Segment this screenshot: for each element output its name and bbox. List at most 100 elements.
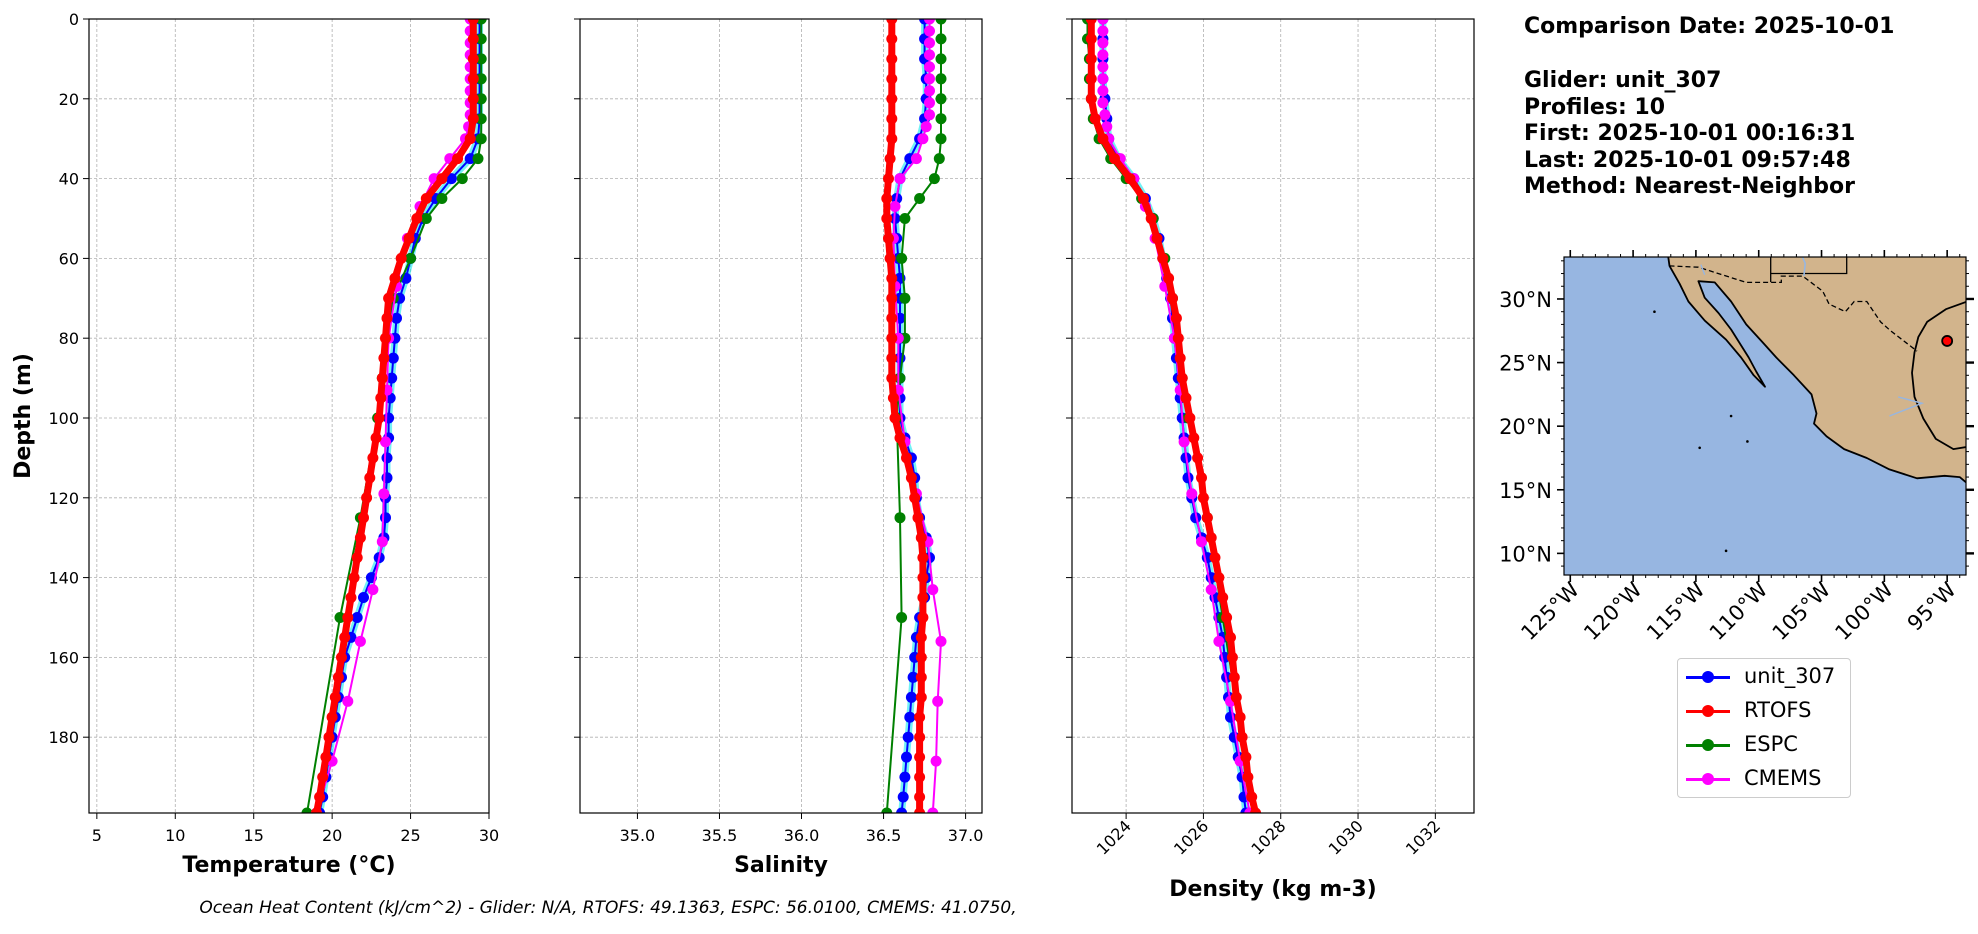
map-features bbox=[1653, 257, 1966, 553]
data-point-cmems bbox=[1099, 109, 1111, 121]
panel-density: 1024 1026 1028 1030 1032 Density (kg m-3) bbox=[1066, 18, 1475, 902]
data-point-cmems bbox=[924, 49, 935, 61]
data-point-cmems bbox=[1097, 85, 1109, 97]
data-point-cmems bbox=[927, 807, 939, 813]
data-point-rtofs bbox=[1124, 173, 1136, 185]
data-point-rtofs bbox=[1250, 807, 1262, 813]
data-point-cmems bbox=[910, 153, 922, 165]
data-point-rtofs bbox=[1217, 592, 1229, 603]
data-point-unit-307 bbox=[904, 711, 916, 723]
data-point-rtofs bbox=[367, 452, 379, 464]
map-lon-label: 115°W bbox=[1642, 577, 1710, 645]
data-point-rtofs bbox=[329, 691, 341, 703]
data-point-rtofs bbox=[884, 252, 896, 264]
y-tick-label: 180 bbox=[48, 728, 79, 747]
data-point-unit-307 bbox=[380, 512, 391, 524]
data-point-rtofs bbox=[370, 432, 382, 444]
legend-item-espc: ESPC bbox=[1678, 730, 1848, 760]
map-lat-label: 30°N bbox=[1499, 288, 1552, 312]
data-point-rtofs bbox=[886, 113, 898, 125]
data-point-rtofs bbox=[1242, 771, 1254, 783]
y-tick-label: 0 bbox=[69, 10, 79, 29]
data-point-rtofs bbox=[915, 651, 927, 663]
data-point-unit-307 bbox=[383, 412, 395, 424]
data-point-unit-307 bbox=[358, 592, 369, 603]
data-point-cmems bbox=[1097, 19, 1109, 25]
data-point-unit-307 bbox=[905, 691, 917, 703]
data-point-cmems bbox=[935, 635, 947, 647]
series-group-temperature bbox=[301, 19, 487, 813]
data-point-rtofs bbox=[1228, 671, 1240, 683]
legend-marker-unit-307 bbox=[1702, 671, 1714, 683]
data-point-espc bbox=[475, 133, 487, 145]
data-point-rtofs bbox=[1089, 113, 1101, 125]
data-point-cmems bbox=[924, 37, 935, 49]
data-point-espc bbox=[899, 292, 911, 304]
data-point-rtofs bbox=[1163, 272, 1175, 284]
island bbox=[1729, 414, 1733, 418]
data-point-rtofs bbox=[380, 332, 391, 344]
map-lon-label: 105°W bbox=[1768, 577, 1836, 645]
data-point-rtofs bbox=[336, 651, 347, 663]
data-point-rtofs bbox=[467, 113, 479, 125]
x-tick-label: 37.0 bbox=[948, 826, 984, 845]
data-point-rtofs bbox=[881, 193, 893, 204]
data-point-rtofs bbox=[1151, 232, 1163, 244]
data-point-unit-307 bbox=[897, 791, 909, 803]
data-point-rtofs bbox=[376, 372, 388, 384]
data-point-rtofs bbox=[1176, 372, 1188, 384]
data-point-cmems bbox=[367, 584, 379, 596]
data-point-rtofs bbox=[403, 232, 415, 244]
data-point-espc bbox=[935, 113, 947, 125]
data-point-rtofs bbox=[884, 153, 896, 165]
data-point-espc bbox=[933, 153, 945, 165]
data-point-rtofs bbox=[1225, 631, 1236, 643]
x-tick-label: 36.5 bbox=[866, 826, 902, 845]
data-point-cmems bbox=[889, 201, 901, 212]
profile-count: Profiles: 10 bbox=[1524, 95, 1666, 120]
data-point-rtofs bbox=[436, 173, 448, 185]
inset-map: 30°N 25°N 20°N 15°N 10°N 125°W120°W115°W110°W… bbox=[1499, 250, 1974, 645]
data-point-cmems bbox=[1097, 73, 1109, 85]
data-point-rtofs bbox=[345, 592, 357, 603]
data-point-rtofs bbox=[915, 671, 927, 683]
panel-salinity: 35.0 35.5 36.0 36.5 37.0 Salinity bbox=[574, 18, 984, 878]
data-point-rtofs bbox=[915, 631, 927, 643]
y-tick-label: 60 bbox=[59, 249, 79, 268]
x-tick-label: 1030 bbox=[1325, 816, 1367, 858]
data-point-rtofs bbox=[1230, 691, 1242, 703]
data-point-rtofs bbox=[917, 572, 929, 584]
data-point-rtofs bbox=[323, 731, 335, 743]
data-point-cmems bbox=[1097, 61, 1109, 73]
data-point-rtofs bbox=[886, 272, 898, 284]
data-point-rtofs bbox=[467, 33, 479, 45]
data-point-rtofs bbox=[1109, 153, 1120, 165]
data-point-espc bbox=[405, 252, 417, 264]
x-tick-label: 25 bbox=[400, 826, 420, 845]
data-point-cmems bbox=[924, 19, 935, 25]
data-point-rtofs bbox=[326, 711, 338, 723]
data-point-cmems bbox=[1097, 37, 1109, 49]
data-point-rtofs bbox=[883, 173, 894, 185]
x-tick-label: 30 bbox=[479, 826, 499, 845]
map-lat-label: 15°N bbox=[1499, 479, 1552, 503]
data-point-cmems bbox=[1097, 97, 1109, 109]
data-point-rtofs bbox=[909, 492, 921, 504]
data-point-rtofs bbox=[1167, 292, 1178, 304]
data-point-cmems bbox=[1178, 436, 1190, 448]
data-point-rtofs bbox=[375, 392, 387, 404]
first-time: First: 2025-10-01 00:16:31 bbox=[1524, 121, 1856, 146]
data-point-cmems bbox=[930, 755, 942, 767]
data-point-espc bbox=[935, 19, 947, 25]
data-point-cmems bbox=[1101, 121, 1113, 133]
data-point-cmems bbox=[378, 488, 390, 500]
data-point-rtofs bbox=[1236, 731, 1248, 743]
data-point-rtofs bbox=[886, 292, 898, 304]
data-point-rtofs bbox=[914, 751, 926, 763]
map-lon-label: 110°W bbox=[1705, 577, 1773, 645]
data-point-cmems bbox=[924, 97, 935, 109]
data-point-rtofs bbox=[1085, 93, 1097, 105]
data-point-cmems bbox=[1205, 584, 1217, 596]
data-point-espc bbox=[896, 612, 908, 623]
data-point-rtofs bbox=[373, 412, 385, 424]
